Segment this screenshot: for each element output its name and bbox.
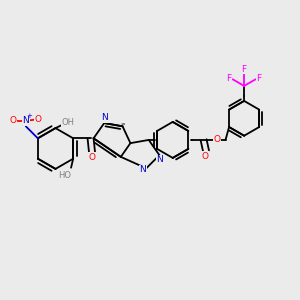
Text: F: F — [242, 64, 247, 74]
Text: N: N — [101, 113, 108, 122]
Text: O: O — [34, 115, 42, 124]
Text: O: O — [202, 152, 208, 161]
Text: OH: OH — [61, 118, 75, 127]
Text: O: O — [9, 116, 16, 125]
Text: F: F — [226, 74, 232, 83]
Text: N: N — [22, 116, 29, 125]
Text: =: = — [121, 123, 125, 128]
Text: +: + — [26, 113, 32, 119]
Text: O: O — [88, 153, 96, 162]
Text: O: O — [214, 135, 220, 144]
Text: F: F — [256, 74, 262, 83]
Text: N: N — [139, 165, 146, 174]
Text: N: N — [157, 155, 164, 164]
Text: HO: HO — [58, 171, 71, 180]
